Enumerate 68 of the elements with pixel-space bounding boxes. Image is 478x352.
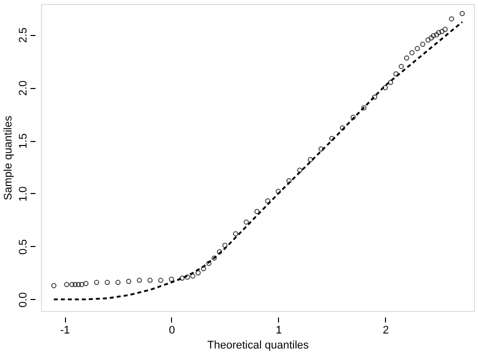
point [428, 35, 434, 40]
point [190, 273, 196, 279]
y-tick-label: 1.5 [18, 133, 30, 149]
point [76, 282, 82, 288]
line-series [52, 21, 464, 300]
x-tick-label: 0 [168, 324, 175, 336]
point [136, 278, 142, 283]
point [104, 280, 110, 286]
point [196, 270, 201, 276]
x-axis-title: Theoretical quantiles [207, 340, 310, 352]
x-tick-label: 1 [276, 324, 282, 336]
point [94, 280, 100, 286]
point [372, 94, 378, 100]
point [51, 282, 56, 288]
y-tick-label: 0.0 [18, 292, 30, 308]
point [382, 85, 388, 90]
point [69, 282, 75, 288]
point [414, 46, 420, 52]
point [393, 71, 399, 76]
point [398, 64, 404, 70]
point [404, 55, 410, 61]
y-tick-label: 2.0 [18, 80, 30, 96]
point [212, 255, 217, 261]
point [64, 282, 70, 288]
point [184, 274, 190, 280]
point [442, 26, 448, 32]
point [318, 146, 324, 152]
point [297, 168, 302, 173]
point [72, 282, 78, 288]
point [276, 188, 281, 194]
point [340, 125, 346, 130]
point [216, 249, 222, 254]
point [420, 42, 426, 47]
point [308, 157, 314, 162]
point [425, 37, 431, 43]
y-tick-label: 1.0 [18, 186, 30, 202]
point [388, 80, 394, 85]
point [147, 278, 153, 283]
point [115, 280, 121, 286]
y-axis-title: Sample quantiles [2, 115, 14, 200]
point [168, 276, 174, 282]
x-tick-label: 2 [382, 324, 389, 336]
point [232, 231, 238, 236]
point [244, 219, 249, 225]
point [206, 260, 212, 266]
point [286, 178, 292, 184]
y-tick-label: 2.5 [18, 28, 30, 43]
point [460, 10, 465, 16]
point [126, 278, 132, 284]
point [200, 266, 206, 272]
point [361, 105, 366, 110]
point [265, 198, 270, 204]
point [83, 280, 89, 286]
point [79, 282, 84, 288]
point [430, 33, 436, 38]
point [434, 32, 440, 38]
point [436, 30, 442, 36]
point [439, 28, 445, 34]
point [222, 242, 228, 248]
point [158, 278, 164, 283]
point [350, 114, 356, 120]
point [409, 50, 415, 56]
point [180, 276, 185, 281]
point [254, 208, 260, 214]
y-tick-label: 0.5 [18, 239, 30, 255]
point [329, 136, 334, 142]
point [448, 16, 454, 22]
x-tick-label: -1 [60, 324, 70, 336]
